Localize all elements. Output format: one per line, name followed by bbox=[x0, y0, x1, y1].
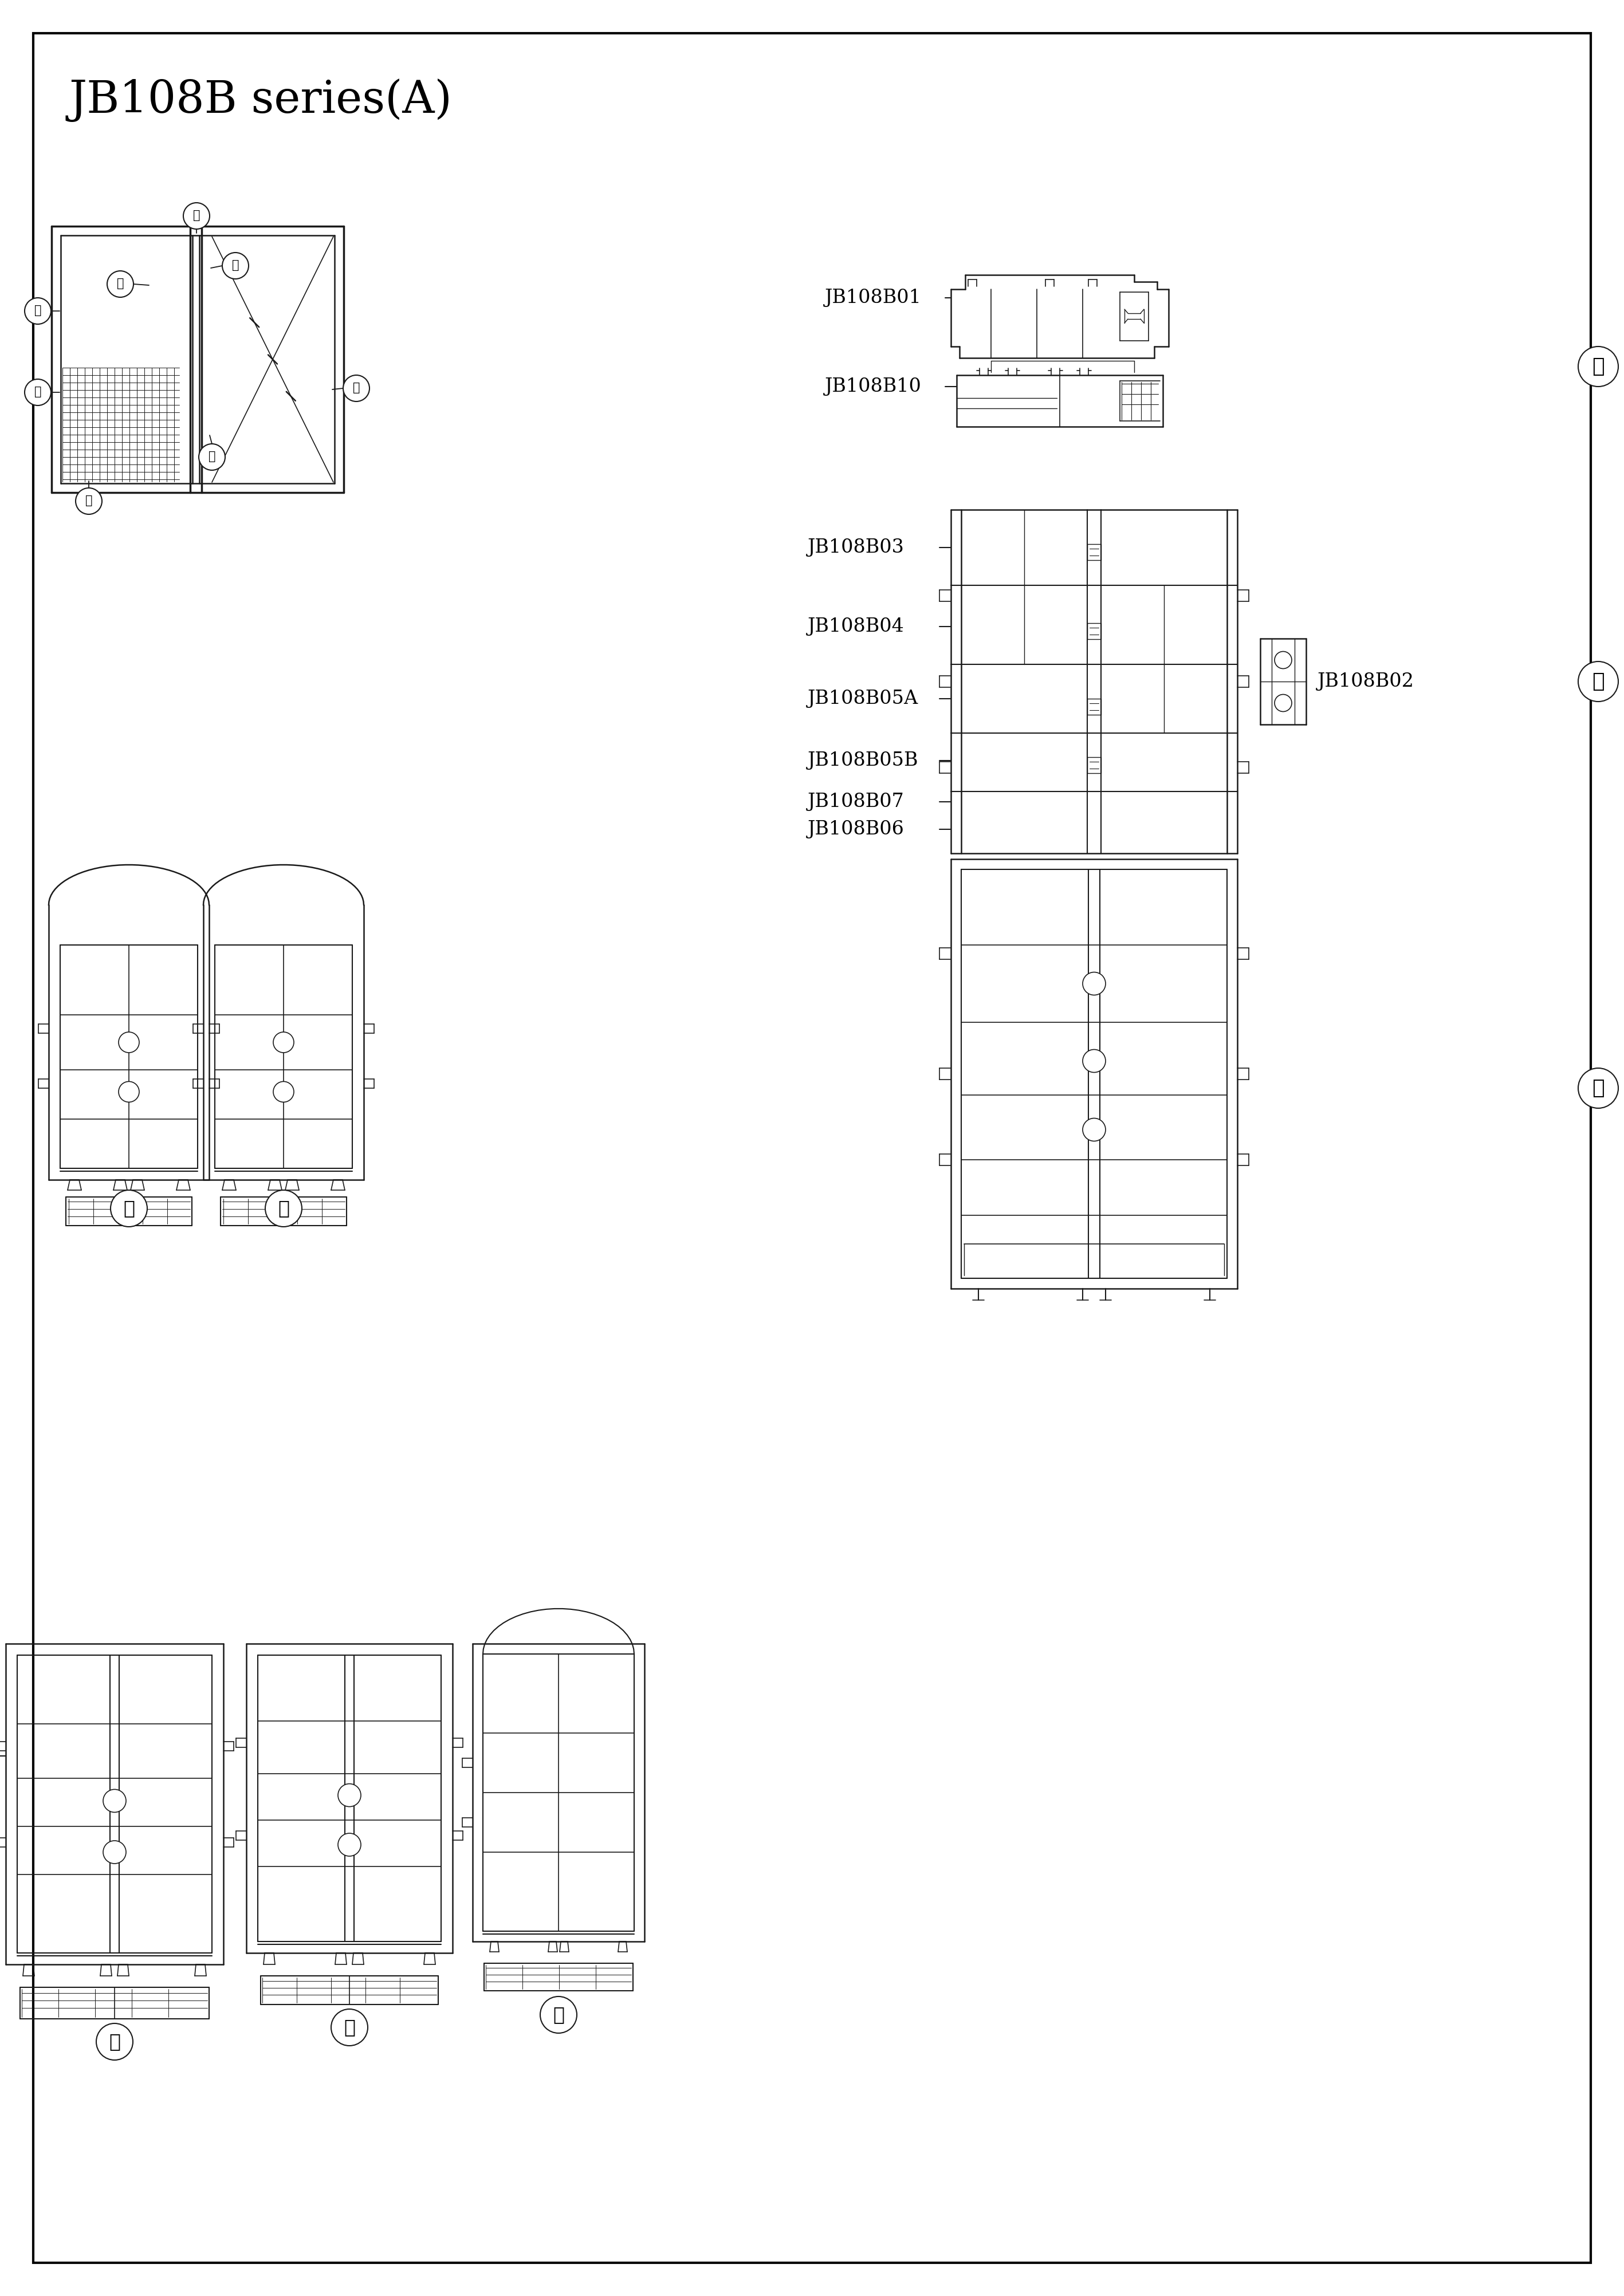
Text: ④: ④ bbox=[109, 2032, 120, 2050]
Circle shape bbox=[1275, 693, 1291, 712]
Text: ③: ③ bbox=[84, 496, 93, 507]
Circle shape bbox=[222, 253, 248, 278]
Circle shape bbox=[338, 1832, 361, 1855]
Text: JB108B05A: JB108B05A bbox=[807, 689, 919, 707]
Circle shape bbox=[273, 1031, 294, 1052]
Circle shape bbox=[110, 1189, 148, 1226]
Circle shape bbox=[265, 1189, 302, 1226]
Circle shape bbox=[1579, 1068, 1618, 1109]
Text: JB108B03: JB108B03 bbox=[807, 537, 905, 556]
Text: JB108B06: JB108B06 bbox=[807, 820, 905, 838]
Text: ⑦: ⑦ bbox=[123, 1199, 135, 1217]
Text: ⑥: ⑥ bbox=[352, 383, 361, 393]
Circle shape bbox=[76, 489, 102, 514]
Text: ⑤: ⑤ bbox=[344, 2018, 356, 2037]
Circle shape bbox=[184, 202, 209, 230]
Text: ⑧: ⑧ bbox=[232, 259, 239, 271]
Circle shape bbox=[1275, 652, 1291, 668]
Text: JB108B series(A): JB108B series(A) bbox=[68, 78, 451, 122]
Circle shape bbox=[102, 1841, 127, 1864]
Text: JB108B02: JB108B02 bbox=[1317, 673, 1415, 691]
Text: ④: ④ bbox=[34, 386, 41, 397]
Text: JB108B01: JB108B01 bbox=[825, 289, 922, 308]
Circle shape bbox=[1579, 347, 1618, 386]
Text: JB108B05B: JB108B05B bbox=[807, 751, 919, 769]
Circle shape bbox=[1579, 661, 1618, 703]
Circle shape bbox=[1083, 1049, 1106, 1072]
Circle shape bbox=[343, 374, 370, 402]
Circle shape bbox=[273, 1081, 294, 1102]
Text: JB108B04: JB108B04 bbox=[807, 618, 905, 636]
Text: ②: ② bbox=[1592, 673, 1605, 691]
Text: ②: ② bbox=[117, 278, 123, 289]
Text: JB108B07: JB108B07 bbox=[807, 792, 905, 810]
Circle shape bbox=[1083, 1118, 1106, 1141]
Text: ③: ③ bbox=[1592, 1079, 1605, 1097]
Text: ⑤: ⑤ bbox=[208, 452, 216, 461]
Circle shape bbox=[198, 443, 226, 471]
Circle shape bbox=[338, 1784, 361, 1807]
Text: ①: ① bbox=[193, 211, 200, 220]
Circle shape bbox=[107, 271, 133, 296]
Circle shape bbox=[102, 1789, 127, 1812]
Circle shape bbox=[541, 1998, 577, 2034]
Text: JB108B10: JB108B10 bbox=[825, 377, 922, 395]
Text: ⑦: ⑦ bbox=[34, 305, 41, 317]
Circle shape bbox=[1083, 971, 1106, 994]
Text: ①: ① bbox=[1592, 356, 1605, 377]
Circle shape bbox=[331, 2009, 367, 2046]
Circle shape bbox=[119, 1031, 140, 1052]
Circle shape bbox=[119, 1081, 140, 1102]
Circle shape bbox=[96, 2023, 133, 2060]
Circle shape bbox=[24, 379, 50, 406]
Text: ⑧: ⑧ bbox=[278, 1199, 289, 1217]
Text: ⑥: ⑥ bbox=[552, 2007, 564, 2025]
Circle shape bbox=[24, 298, 50, 324]
